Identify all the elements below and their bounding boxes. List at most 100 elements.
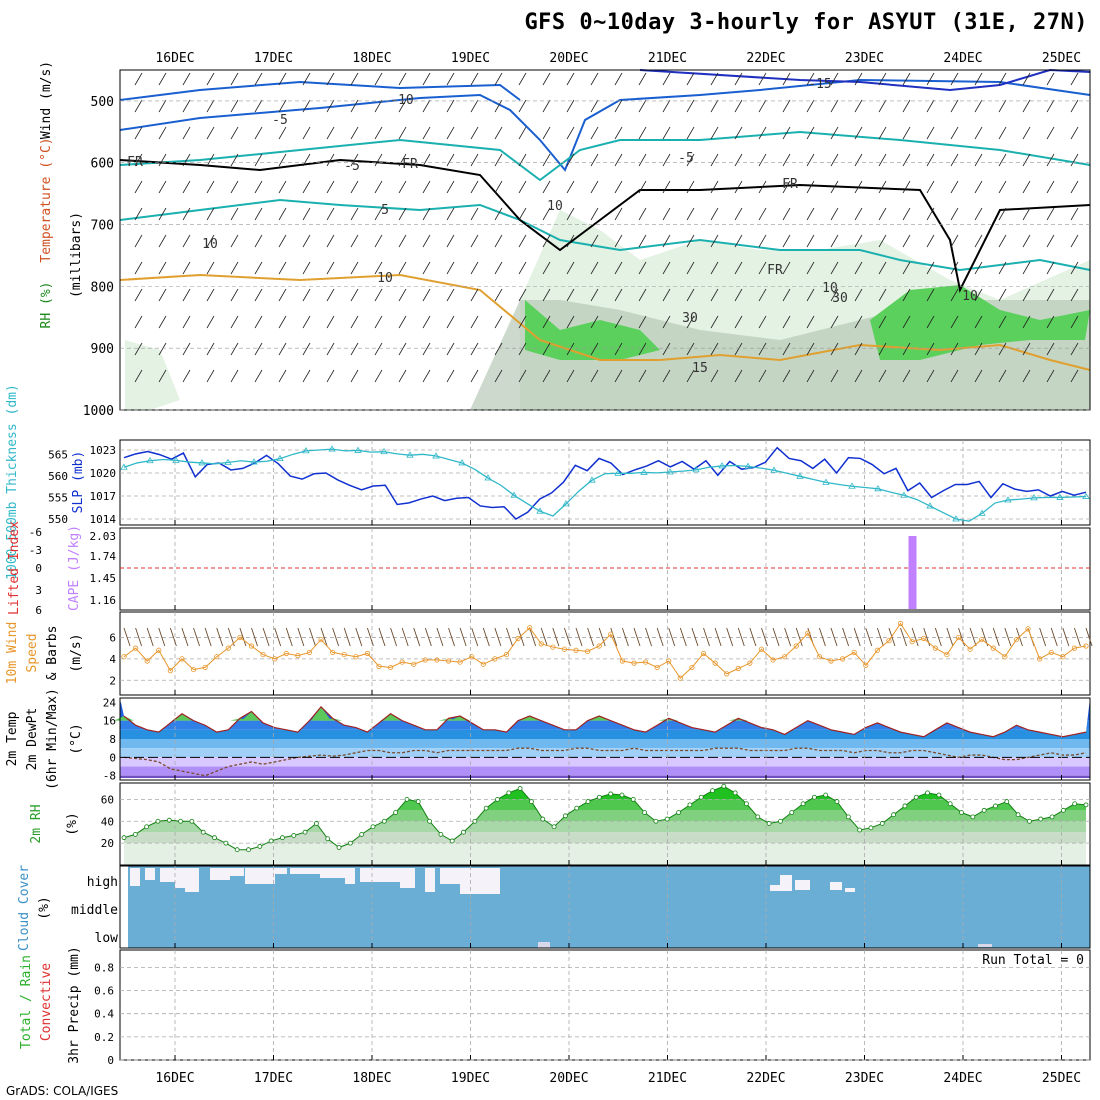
wind-barb [158,369,167,383]
wind-barb [830,234,839,248]
wind-barb [854,369,863,383]
wind-barb [206,369,215,383]
slp-tick-label: 1023 [90,444,117,457]
wind-barb [710,180,719,194]
contour-label: 10 [962,289,978,304]
wind-barb [518,99,527,113]
wind-barb [686,234,695,248]
temp-tick-label: 24 [103,696,117,709]
wind-barb [614,288,623,302]
wind-barb [529,627,537,647]
wind-barb [575,627,583,647]
temp-axis-label: (°C) [69,723,84,754]
wind-speed-marker [654,664,660,671]
wind-barb [1070,369,1079,383]
wind-barb [158,153,167,167]
wind-barb [998,261,1007,275]
wind-barb [974,234,983,248]
wind-barb [206,180,215,194]
thickness-marker [458,459,466,466]
wind-barb [621,627,629,647]
thickness-tick-label: 550 [48,513,68,526]
wind-barb [782,99,791,113]
wind-barb [734,126,743,140]
wind-barb [590,315,599,329]
wind-barb [638,261,647,275]
wind-speed-marker [237,634,243,641]
wind-barb [470,369,479,383]
wind-barb [998,288,1007,302]
wind-barb [686,288,695,302]
wind-barb [806,342,815,356]
wind-barb [633,627,641,647]
top-x-tick-label: 23DEC [845,51,884,66]
wind-barb [302,207,311,221]
thickness-marker [380,447,388,455]
rh-marker [336,845,342,850]
wind-barb [645,627,652,647]
run-total-label: Run Total = 0 [982,953,1084,968]
wind-barb [158,180,167,194]
wind-barb [230,369,239,383]
wind-barb [285,627,293,647]
wind-barb [374,315,383,329]
rh-marker [630,797,636,802]
wind-barb [320,627,328,647]
wind-barb [662,261,671,275]
wind-speed-marker [492,656,498,662]
cape-axis-label: CAPE (J/kg) [67,525,82,611]
wind-barb [878,126,887,140]
wind-barb [326,72,335,86]
wind-barb [854,72,863,86]
rh-marker [845,814,851,820]
wind-barb [638,72,647,86]
wind-barb [974,288,983,302]
wind-barb [182,288,191,302]
cape-tick-label: 1.45 [90,572,117,585]
wind-barb [158,261,167,275]
temp-peak [322,718,343,721]
rh-marker [551,824,557,830]
rh-marker [325,836,331,842]
rh-marker [381,818,387,824]
temp-tick-label: 16 [103,715,116,728]
wind-barb [950,99,959,113]
rh-marker [857,827,863,833]
wind-barb [926,207,935,221]
wind-speed-marker [469,654,475,660]
rh-marker [495,797,500,802]
wind-barb [206,126,215,140]
rh-band [124,832,1086,844]
thickness-marker [562,500,570,507]
cloud-gap [440,868,460,884]
wind-barb [1022,234,1031,248]
contour-label: 30 [832,291,848,306]
wind-barb [758,342,767,356]
wind-barb [350,261,359,275]
wind-speed-marker [747,660,753,666]
wind-speed-marker [121,654,127,660]
temp-tick-label: -8 [103,770,116,783]
wind-barb [374,99,383,113]
cloud-gap [290,868,320,874]
wind-barb [638,126,647,140]
wind-speed-marker [758,646,765,652]
wind-barb [1070,99,1079,113]
wind-barb [614,180,623,194]
wind-barb [842,627,850,647]
wind-barb [518,126,527,140]
wind-speed-marker [318,636,324,643]
rh-marker [1027,818,1032,824]
wind-barb [734,288,743,302]
wind-barb [350,207,359,221]
cloud-gap [795,880,810,890]
li-tick-label: 6 [35,604,42,617]
wind-barb [343,627,351,647]
wind-barb [135,627,143,647]
bottom-x-tick-label: 17DEC [254,1071,293,1086]
wind-barb [1022,153,1031,167]
wind-barb [1022,369,1031,383]
wind-barb [158,99,167,113]
li-tick-label: -6 [29,526,42,539]
wind-barb [350,126,359,140]
